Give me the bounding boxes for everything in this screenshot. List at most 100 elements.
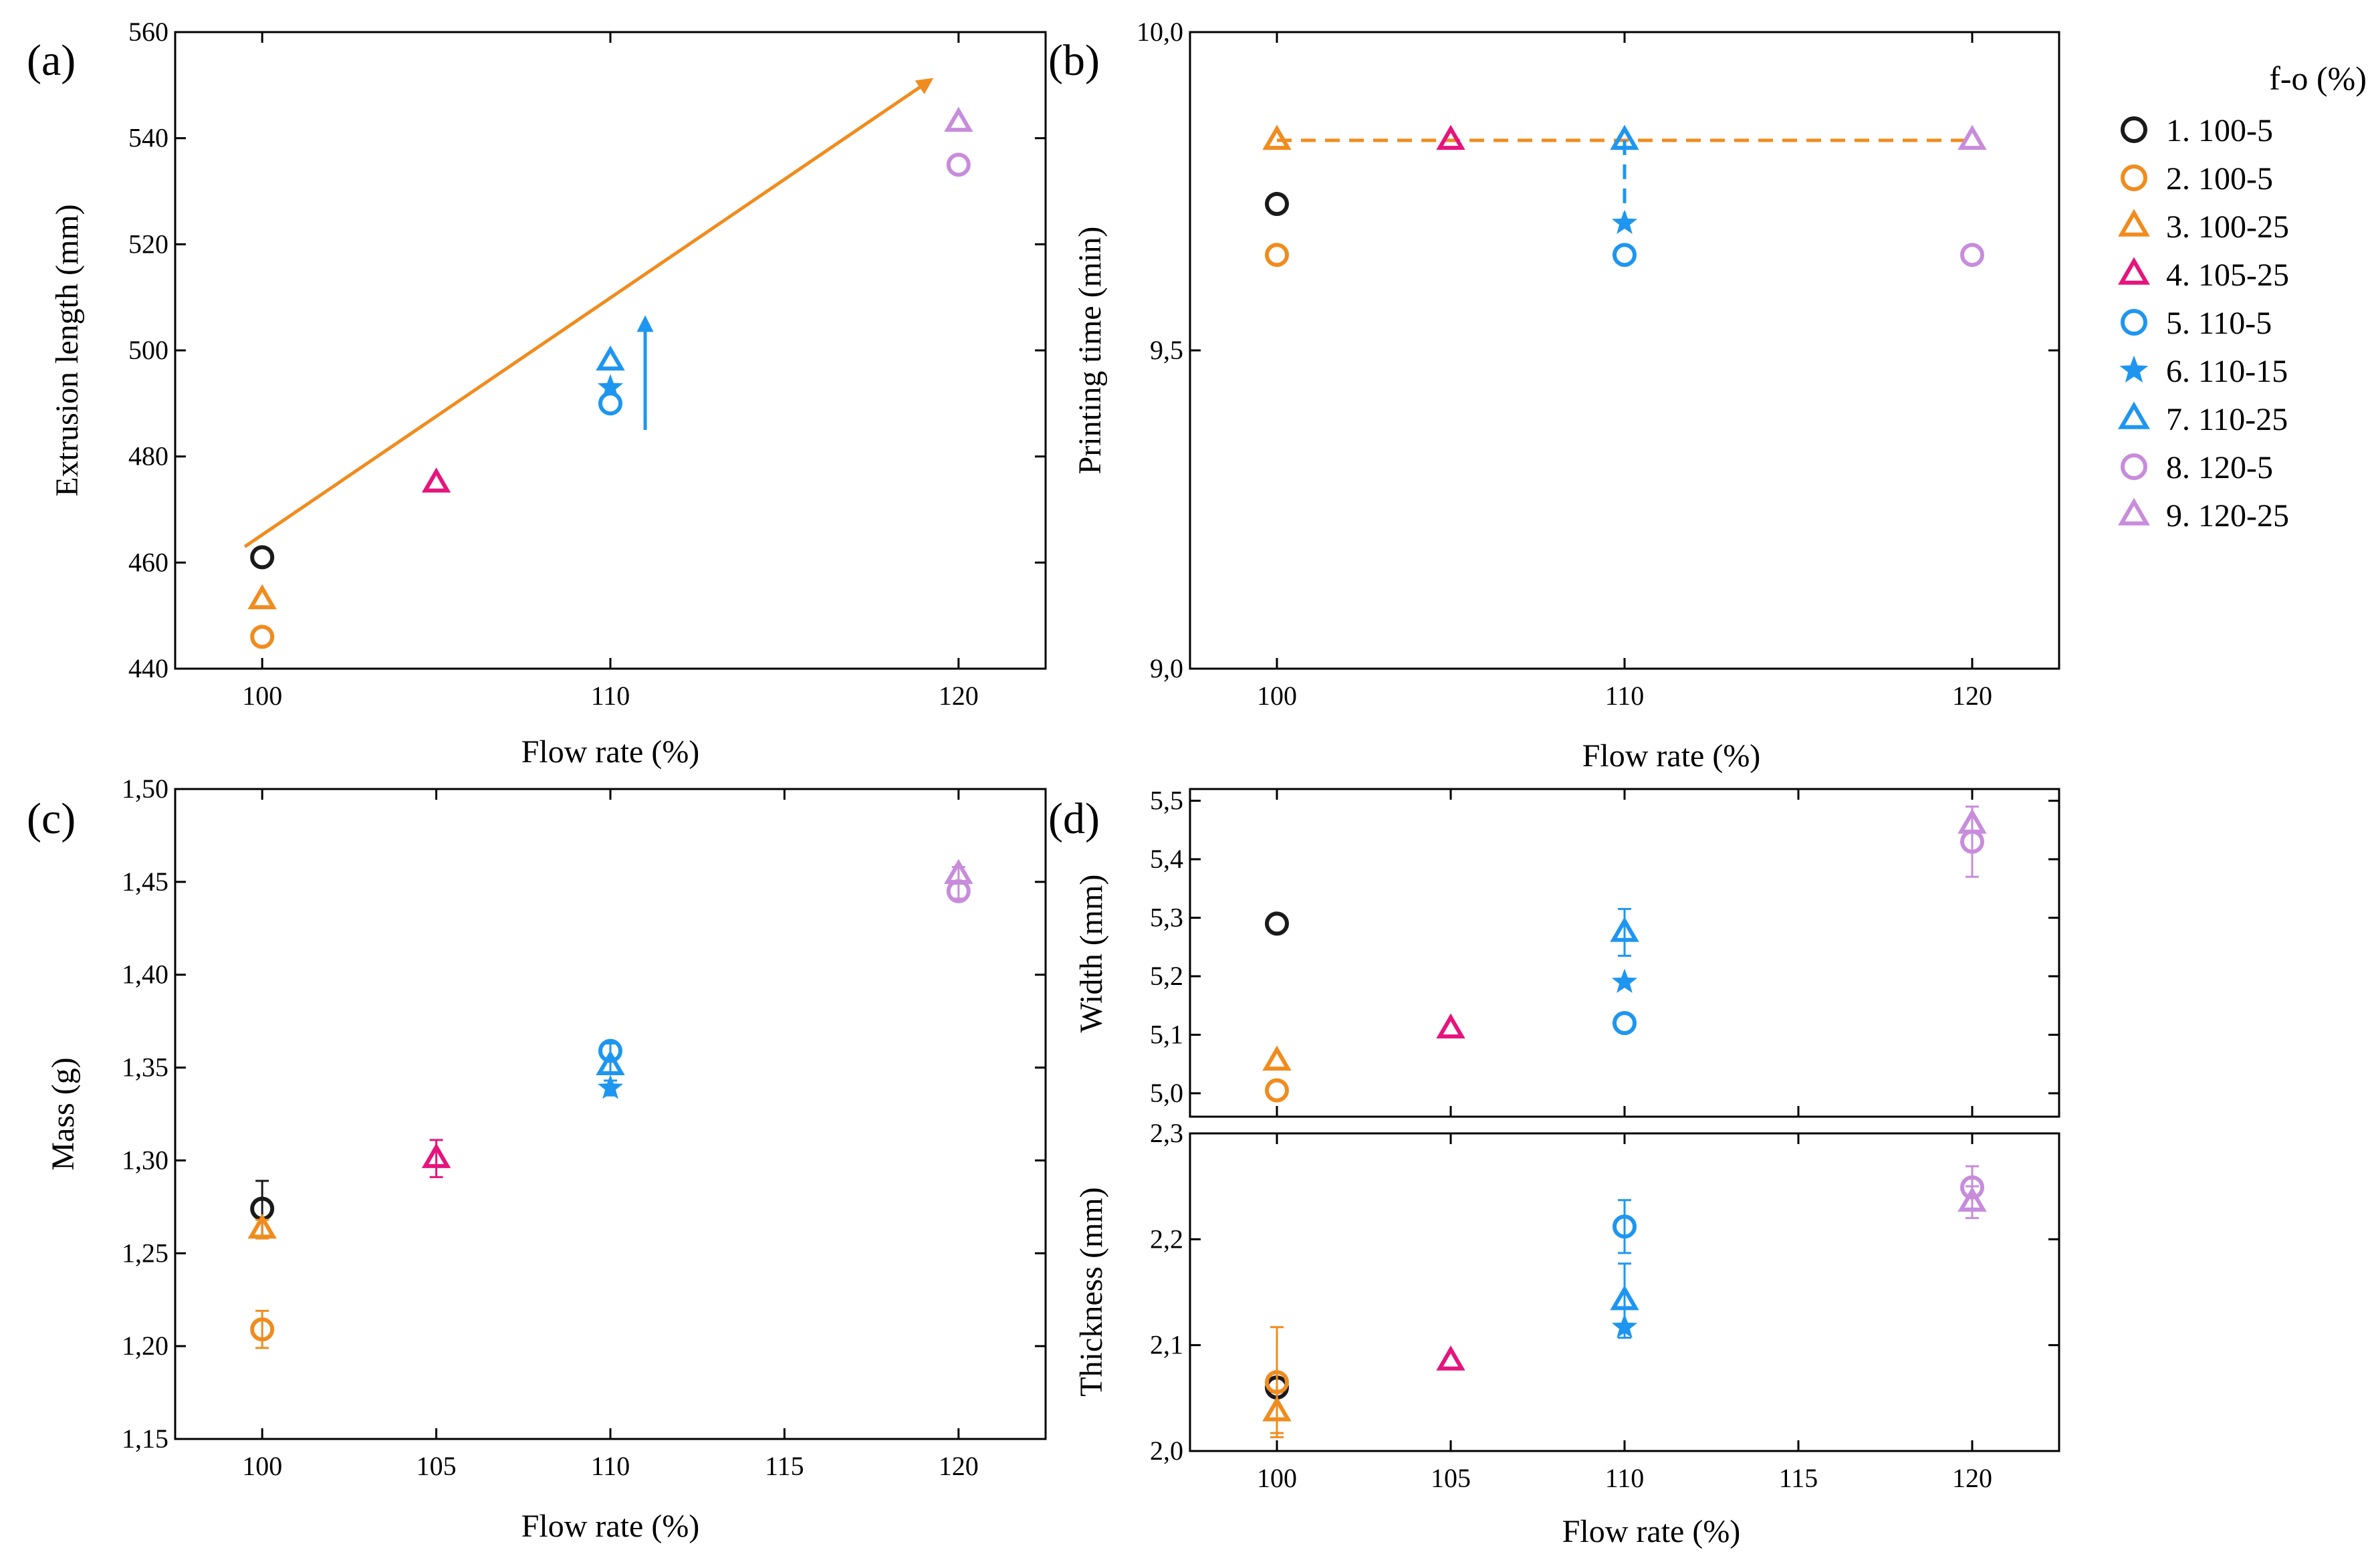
data-point-series-8 <box>1960 243 1984 267</box>
panel-b-points <box>1262 124 1987 267</box>
ytick-label: 1,20 <box>122 1331 168 1361</box>
panel-a-label: (a) <box>27 36 76 85</box>
xtick-label: 105 <box>416 1451 457 1481</box>
legend-label-7: 7. 110-25 <box>2166 402 2288 437</box>
panel-b: (b) Flow rate (%) Printing time (min) 10… <box>1048 17 2060 774</box>
data-point-series-2 <box>1265 243 1289 267</box>
ytick-label: 2,3 <box>1150 1118 1183 1148</box>
panel-a-points <box>247 106 973 649</box>
panel-a-ylabel: Extrusion length (mm) <box>49 204 85 496</box>
panel-d-top: (d) Width (mm) 5,0 5,1 5,2 5,3 5,4 5,5 <box>1048 786 2060 1118</box>
legend-label-6: 6. 110-15 <box>2166 354 2288 389</box>
panel-d-top-ylabel: Width (mm) <box>1074 875 1109 1033</box>
xtick-label: 110 <box>591 1451 630 1481</box>
legend-label-5: 5. 110-5 <box>2166 306 2272 341</box>
panel-a-ticks: 100 110 120 440 460 480 500 520 540 560 <box>128 17 1046 711</box>
xtick-label: 115 <box>765 1451 804 1481</box>
data-point-series-6 <box>1611 209 1638 234</box>
ytick-label: 540 <box>128 123 168 153</box>
data-point-series-9 <box>944 106 973 132</box>
data-point-series-5 <box>1613 1214 1637 1239</box>
legend-marker-4 <box>2118 257 2150 285</box>
panel-d-bottom-ylabel: Thickness (mm) <box>1074 1187 1109 1396</box>
data-point-series-9 <box>1957 808 1987 834</box>
panel-c-xlabel: Flow rate (%) <box>521 1509 700 1544</box>
ytick-label: 480 <box>128 441 168 471</box>
ytick-label: 1,35 <box>122 1052 168 1083</box>
ytick-label: 9,5 <box>1150 335 1183 365</box>
legend-marker-8 <box>2121 453 2147 480</box>
data-point-series-9 <box>1957 1186 1987 1212</box>
data-point-series-6 <box>597 1075 624 1099</box>
data-point-series-4 <box>421 467 451 493</box>
data-point-series-2 <box>250 1317 275 1342</box>
ytick-label: 460 <box>128 547 168 577</box>
ytick-label: 1,45 <box>122 867 168 897</box>
panel-c-points <box>247 859 973 1349</box>
panel-a-annotations <box>243 78 934 548</box>
ytick-label: 1,25 <box>122 1238 168 1268</box>
data-point-series-3 <box>1262 1045 1292 1071</box>
panel-d-bottom: Flow rate (%) Thickness (mm) 100 105 110 11… <box>1074 1118 2060 1549</box>
xtick-label: 110 <box>1605 681 1645 711</box>
legend-label-4: 4. 105-25 <box>2166 257 2289 293</box>
panel-c-ylabel: Mass (g) <box>45 1057 81 1170</box>
legend-marker-6 <box>2119 355 2149 383</box>
ytick-label: 5,4 <box>1150 844 1183 874</box>
legend-marker-9 <box>2118 497 2150 526</box>
data-point-series-3 <box>247 584 277 610</box>
panel-d-bottom-xlabel: Flow rate (%) <box>1562 1514 1741 1549</box>
xtick-label: 120 <box>939 1451 979 1481</box>
panel-d-bottom-points <box>1262 1165 1987 1438</box>
data-point-series-3 <box>247 1213 277 1239</box>
ytick-label: 1,15 <box>122 1424 168 1454</box>
data-point-series-4 <box>1436 1345 1465 1371</box>
legend-items: 1. 100-5 2. 100-5 3. 100-25 4. 105-25 5. 110… <box>2118 113 2289 534</box>
xtick-label: 120 <box>939 681 979 711</box>
ytick-label: 5,2 <box>1150 961 1183 991</box>
panel-d-label: (d) <box>1048 794 1100 843</box>
data-point-series-9 <box>944 859 973 884</box>
data-point-series-5 <box>598 391 622 416</box>
panel-c-ticks: 100 105 110 115 120 1,15 1,20 1,25 1,30 1,35 1,40 1… <box>122 774 1046 1481</box>
panel-d-top-points <box>1262 805 1987 1103</box>
ytick-label: 5,1 <box>1150 1020 1183 1050</box>
xtick-label: 100 <box>242 681 282 711</box>
ytick-label: 5,5 <box>1150 786 1183 816</box>
data-point-series-5 <box>1613 1011 1637 1035</box>
legend-title: f-o (%) <box>2269 60 2367 97</box>
legend-label-2: 2. 100-5 <box>2166 161 2273 197</box>
panel-d-top-ticks: 5,0 5,1 5,2 5,3 5,4 5,5 <box>1150 786 2059 1117</box>
data-point-series-2 <box>1265 1078 1289 1103</box>
panel-c: (c) Flow rate (%) Mass (g) 100 105 110 115 1… <box>27 774 1047 1544</box>
legend-marker-2 <box>2121 164 2147 191</box>
ytick-label: 440 <box>128 653 168 683</box>
ytick-label: 5,0 <box>1150 1078 1183 1108</box>
data-point-series-7 <box>1610 124 1639 150</box>
ytick-label: 1,30 <box>122 1145 168 1175</box>
data-point-series-2 <box>250 625 275 649</box>
legend-label-9: 9. 120-25 <box>2166 498 2289 534</box>
legend-label-1: 1. 100-5 <box>2166 113 2273 148</box>
panel-d-bottom-ticks: 100 105 110 115 120 2,0 2,1 2,2 2,3 <box>1150 1118 2059 1493</box>
data-point-series-6 <box>1611 968 1638 994</box>
xtick-label: 115 <box>1779 1463 1818 1493</box>
xtick-label: 120 <box>1952 681 1992 711</box>
data-point-series-8 <box>946 152 971 177</box>
xtick-label: 110 <box>1605 1463 1645 1493</box>
legend-marker-3 <box>2118 209 2150 237</box>
panel-c-label: (c) <box>27 794 76 843</box>
xtick-label: 105 <box>1431 1463 1471 1493</box>
data-point-series-1 <box>1265 911 1289 936</box>
ytick-label: 9,0 <box>1150 653 1183 683</box>
data-point-series-4 <box>1436 124 1465 150</box>
data-point-series-4 <box>421 1143 451 1168</box>
ytick-label: 5,3 <box>1150 903 1183 933</box>
data-point-series-7 <box>596 1050 625 1076</box>
data-point-series-7 <box>596 345 625 371</box>
xtick-label: 110 <box>591 681 630 711</box>
panel-b-annotations <box>1277 138 1972 223</box>
legend-label-8: 8. 120-5 <box>2166 450 2273 485</box>
panel-b-ticks: 100 110 120 9,0 9,5 10,0 <box>1137 17 2059 711</box>
